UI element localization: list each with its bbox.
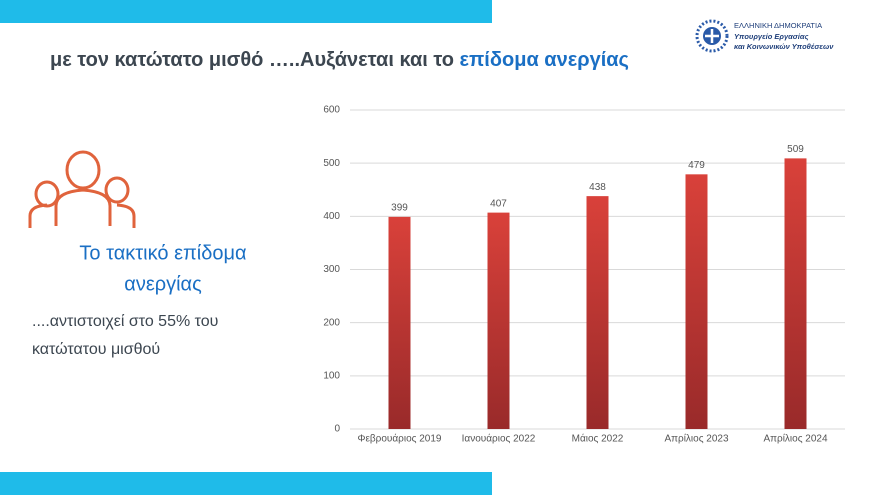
y-tick-label: 600	[323, 105, 340, 116]
data-label: 479	[688, 160, 705, 171]
logo-text: Υπουργείο Εργασίας	[734, 32, 808, 41]
note: ....αντιστοιχεί στο 55% του	[32, 313, 218, 330]
data-label: 509	[787, 144, 804, 155]
title-lead: με τον κατώτατο μισθό …..Αυξάνεται και τ…	[50, 49, 454, 71]
heading: Το τακτικό επίδομα	[79, 242, 246, 264]
logo: ΕΛΛΗΝΙΚΗ ΔΗΜΟΚΡΑΤΙΑ Υπουργείο Εργασίας κ…	[695, 19, 834, 53]
x-tick-label: Ιανουάριος 2022	[462, 433, 536, 445]
note: κατώτατου μισθού	[32, 341, 160, 358]
people-icon	[28, 150, 136, 228]
chart: 0 100 200 300 400 500 600 Φεβρουάριος 2019 399 Ια…	[323, 105, 845, 445]
y-tick-label: 100	[323, 370, 340, 381]
x-tick-label: Απρίλιος 2024	[763, 433, 828, 445]
data-label: 438	[589, 182, 606, 193]
slide-title: με τον κατώτατο μισθό …..Αυξάνεται και τ…	[50, 49, 629, 71]
y-tick-label: 400	[323, 211, 340, 222]
bar	[685, 174, 708, 429]
data-label: 399	[391, 203, 408, 214]
bottom-bar	[0, 472, 492, 495]
x-tick-label: Φεβρουάριος 2019	[357, 433, 441, 445]
top-bar	[0, 0, 492, 23]
logo-text: ΕΛΛΗΝΙΚΗ ΔΗΜΟΚΡΑΤΙΑ	[734, 21, 822, 30]
bar	[586, 196, 609, 429]
y-tick-label: 200	[323, 317, 340, 328]
title-highlight: επίδομα ανεργίας	[460, 49, 629, 71]
y-tick-label: 300	[323, 264, 340, 275]
bar	[784, 158, 807, 430]
y-tick-label: 0	[334, 424, 340, 435]
y-tick-label: 500	[323, 158, 340, 169]
bar	[388, 216, 411, 429]
heading: ανεργίας	[124, 273, 202, 295]
bar	[487, 212, 510, 429]
x-tick-label: Απρίλιος 2023	[664, 433, 729, 445]
x-tick-label: Μάιος 2022	[572, 433, 624, 445]
data-label: 407	[490, 198, 507, 209]
logo-text: και Κοινωνικών Υποθέσεων	[734, 42, 834, 51]
